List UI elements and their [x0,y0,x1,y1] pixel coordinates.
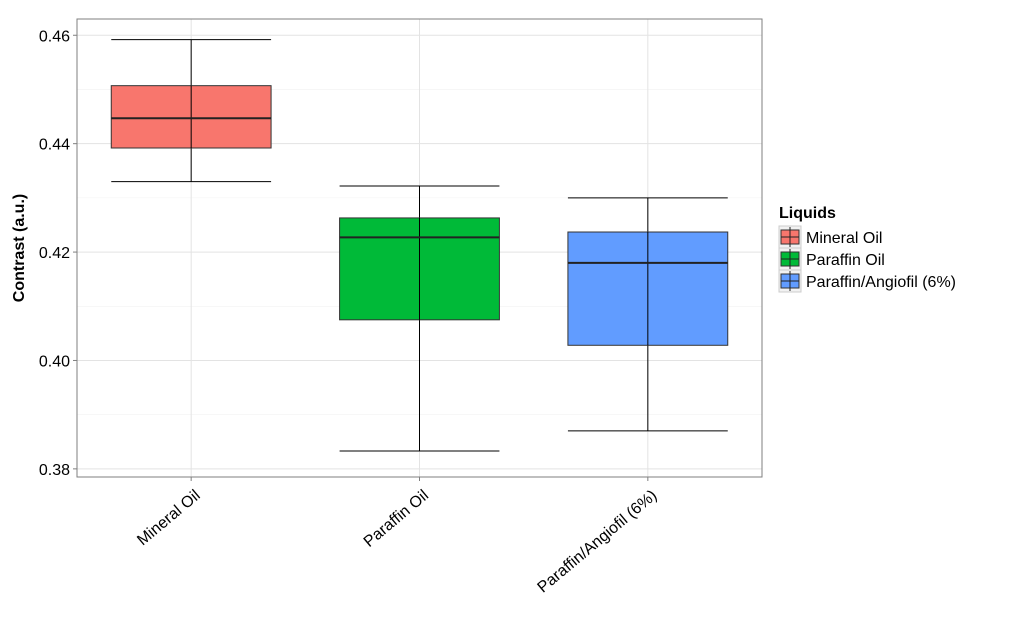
y-tick-label: 0.42 [39,245,70,262]
boxes [110,39,729,452]
legend-item: Paraffin/Angiofil (6%) [778,269,956,293]
legend-item: Paraffin Oil [778,247,885,271]
x-tick-label: Mineral Oil [134,487,204,549]
legend: Liquids Mineral Oil Paraffin Oil Paraffin/… [778,205,956,293]
box-paraffin-oil [339,185,500,452]
y-axis: 0.38 0.40 0.42 0.44 0.46 [39,28,77,479]
legend-label: Paraffin Oil [806,252,885,269]
y-axis-title: Contrast (a.u.) [11,194,28,302]
box-mineral-oil [110,39,272,183]
legend-title: Liquids [779,205,836,222]
x-tick-label: Paraffin Oil [361,487,432,551]
y-tick-label: 0.40 [39,353,70,370]
legend-item: Mineral Oil [778,225,882,249]
legend-label: Mineral Oil [806,230,882,247]
y-tick-label: 0.44 [39,137,70,154]
y-tick-label: 0.46 [39,28,70,45]
x-tick-label: Paraffin/Angiofil (6%) [535,487,661,596]
x-axis: Mineral Oil Paraffin Oil Paraffin/Angiofil… [134,477,660,596]
y-tick-label: 0.38 [39,462,70,479]
box-paraffin-angiofil-6 [567,197,729,432]
legend-label: Paraffin/Angiofil (6%) [806,274,956,291]
